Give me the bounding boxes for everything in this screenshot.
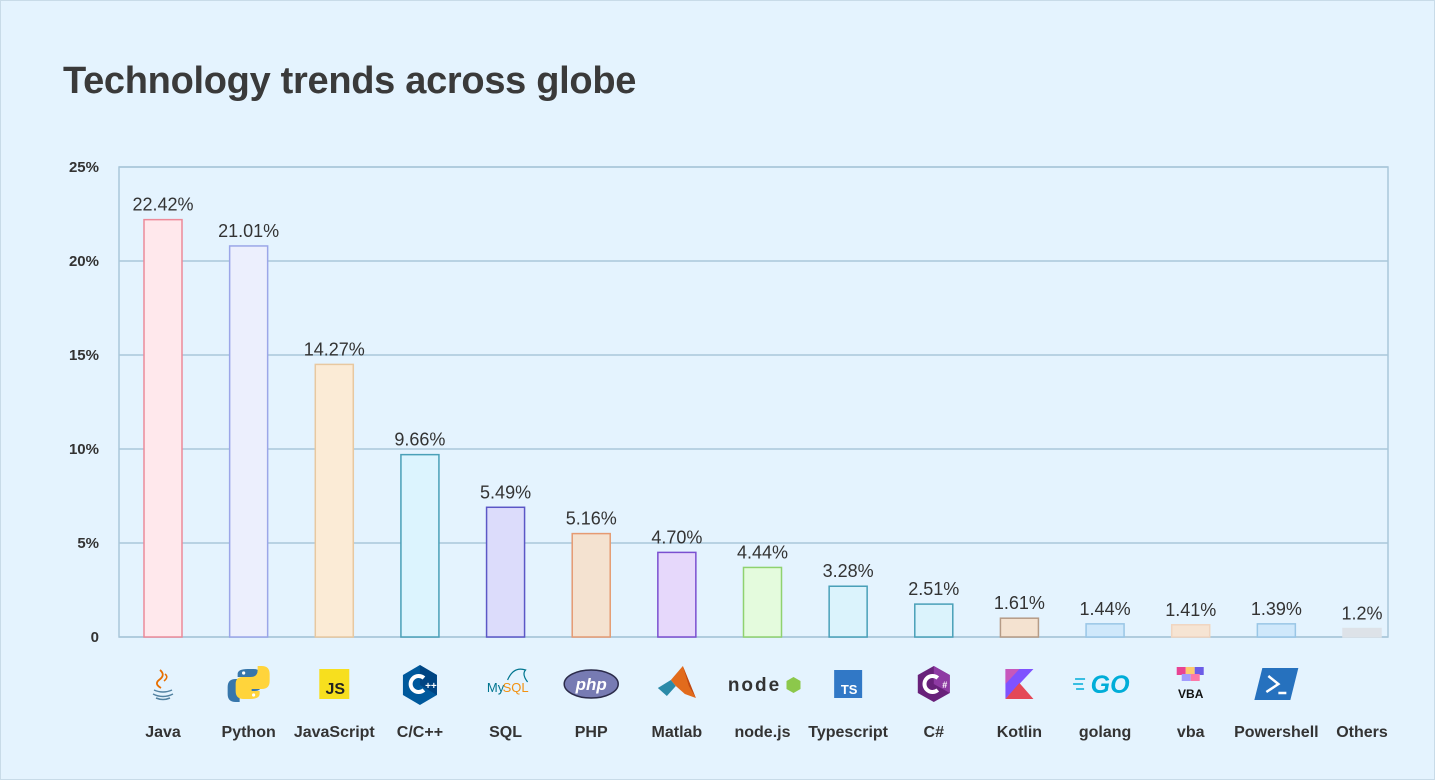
bar-php [571, 532, 611, 638]
bar-kotlin [999, 617, 1040, 638]
svg-text:#: # [942, 680, 947, 690]
x-tick-label: SQL [489, 724, 522, 741]
data-label: 5.49% [480, 482, 531, 502]
bar-powershell [1256, 623, 1297, 638]
svg-text:node: node [728, 675, 781, 696]
x-tick-label: Typescript [808, 724, 888, 741]
php-icon: php [563, 669, 619, 699]
data-label: 1.61% [994, 593, 1045, 613]
svg-text:My: My [487, 680, 505, 695]
bar-java [143, 218, 183, 638]
kotlin-icon [1005, 669, 1034, 699]
svg-text:VBA: VBA [1178, 687, 1204, 701]
y-tick-label: 0 [91, 629, 99, 646]
bar-sql [485, 506, 526, 638]
x-tick-label: Java [145, 724, 181, 741]
bar-typescript [828, 585, 868, 638]
matlab-icon [657, 666, 696, 698]
data-label: 1.2% [1341, 604, 1382, 624]
data-label: 9.66% [394, 430, 445, 450]
javascript-icon: JS [319, 669, 350, 699]
powershell-icon [1254, 668, 1299, 700]
python-icon [227, 666, 270, 702]
data-label: 21.01% [218, 221, 279, 241]
x-tick-label: Python [222, 724, 276, 741]
x-tick-label: Others [1336, 724, 1388, 741]
chart-title: Technology trends across globe [63, 60, 637, 102]
svg-text:JS: JS [325, 681, 345, 698]
y-tick-label: 5% [77, 535, 99, 552]
bar-node-js [742, 566, 783, 638]
x-tick-label: Kotlin [997, 724, 1042, 741]
plot-area [118, 166, 1389, 638]
svg-text:GO: GO [1091, 671, 1130, 699]
y-tick-label: 10% [69, 441, 99, 458]
x-tick-label: C/C++ [397, 724, 443, 741]
y-tick-label: 25% [69, 159, 99, 176]
java-icon [152, 669, 174, 701]
cpp-icon: ++ [402, 665, 437, 705]
x-tick-label: Matlab [652, 724, 703, 741]
bar-vba [1170, 624, 1211, 638]
x-tick-label: golang [1079, 724, 1131, 741]
svg-text:php: php [575, 675, 607, 694]
y-tick-label: 15% [69, 347, 99, 364]
bar-golang [1085, 623, 1125, 638]
bar-python [228, 245, 269, 638]
x-tick-label: PHP [575, 724, 608, 741]
svg-text:SQL: SQL [503, 680, 529, 695]
typescript-icon: TS [834, 670, 863, 698]
golang-icon: GO [1073, 671, 1130, 699]
svg-text:++: ++ [425, 681, 437, 692]
data-label: 4.44% [737, 542, 788, 562]
nodejs-icon: node [728, 675, 801, 696]
data-label: 4.70% [651, 527, 702, 547]
data-label: 14.27% [304, 339, 365, 359]
x-tick-label: JavaScript [294, 724, 376, 741]
bar-javascript [314, 363, 355, 638]
data-label: 5.16% [566, 509, 617, 529]
x-tick-label: Powershell [1234, 724, 1318, 741]
data-label: 1.39% [1251, 599, 1302, 619]
y-tick-label: 20% [69, 253, 99, 270]
data-label: 1.41% [1165, 600, 1216, 620]
data-label: 22.42% [132, 195, 193, 215]
data-label: 1.44% [1080, 599, 1131, 619]
svg-text:TS: TS [841, 682, 858, 697]
x-tick-label: vba [1177, 724, 1205, 741]
x-tick-label: node.js [734, 724, 790, 741]
data-label: 3.28% [823, 561, 874, 581]
bar-others [1342, 627, 1382, 638]
bar-c-c- [400, 453, 440, 638]
x-tick-label: C# [924, 724, 945, 741]
data-label: 2.51% [908, 579, 959, 599]
csharp-icon: # [917, 666, 950, 702]
vba-icon: VBA [1176, 667, 1204, 701]
bar-c- [914, 603, 954, 638]
bar-matlab [657, 551, 697, 638]
